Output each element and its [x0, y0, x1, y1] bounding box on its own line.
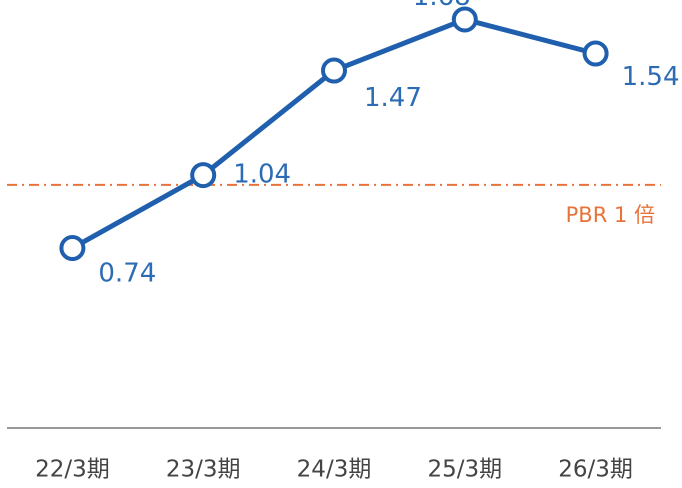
marker: [190, 162, 217, 189]
marker: [321, 57, 347, 84]
data-label: 1.54: [622, 62, 680, 92]
marker: [451, 6, 478, 33]
marker: [582, 40, 609, 67]
reference-label: PBR 1 倍: [566, 203, 655, 227]
x-tick-label: 22/3期: [35, 457, 110, 483]
line: [71, 16, 597, 251]
x-tick-label: 23/3期: [166, 457, 241, 483]
data-label: 1.47: [364, 83, 422, 113]
data-label: 1.04: [233, 160, 291, 190]
data-label: 1.68: [413, 0, 471, 12]
data-label: 0.74: [98, 259, 156, 289]
x-tick-label: 25/3期: [427, 457, 502, 483]
x-tick-label: 26/3期: [558, 457, 633, 483]
marker: [59, 235, 86, 262]
x-tick-label: 24/3期: [297, 457, 372, 483]
